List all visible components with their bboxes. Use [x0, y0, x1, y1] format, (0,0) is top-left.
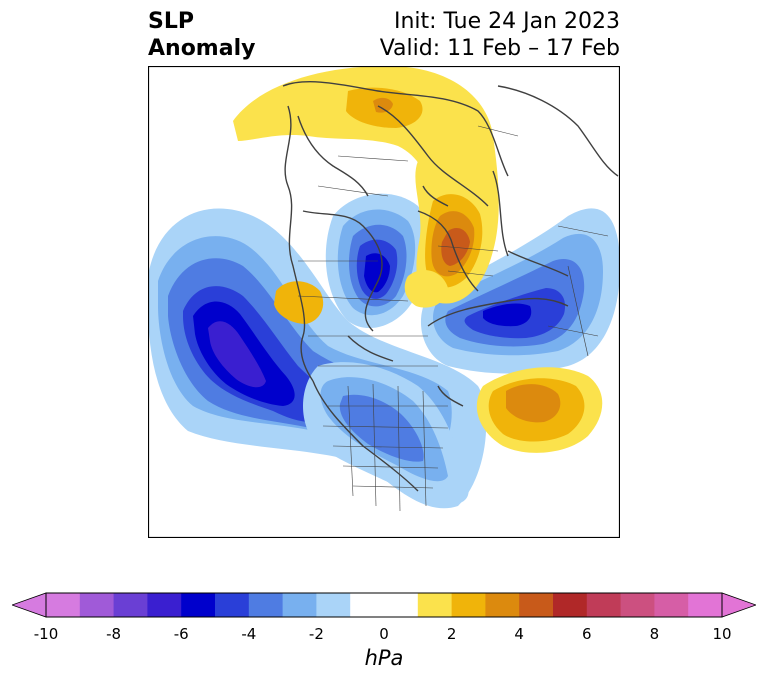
- colorbar-cell: [46, 593, 81, 617]
- colorbar-cell: [282, 593, 317, 617]
- colorbar-cell: [586, 593, 622, 617]
- colorbar-cell: [654, 593, 689, 617]
- colorbar-tick-label: 10: [712, 625, 732, 643]
- colorbar-tick-label: -8: [106, 625, 122, 643]
- colorbar-over-arrow: [721, 592, 756, 618]
- title-line-2: Anomaly: [148, 36, 256, 61]
- colorbar-cell: [451, 593, 486, 617]
- colorbar-cell: [688, 593, 723, 617]
- colorbar-cell: [215, 593, 250, 617]
- colorbar-tick-label: -2: [308, 625, 324, 643]
- hudson-high-anomaly: [404, 269, 448, 308]
- colorbar-tick-label: 4: [514, 625, 524, 643]
- colorbar-tick-label: 0: [379, 625, 389, 643]
- forecast-dates: Init: Tue 24 Jan 2023 Valid: 11 Feb – 17…: [380, 8, 620, 62]
- colorbar-cell: [620, 593, 655, 617]
- colorbar-tick-label: 6: [582, 625, 592, 643]
- colorbar-tick-label: -10: [33, 625, 59, 643]
- colorbar-tick-label: -4: [241, 625, 257, 643]
- west-canada-high-anomaly: [274, 281, 324, 324]
- colorbar-tick-label: 8: [649, 625, 660, 643]
- title-line-1: SLP: [148, 9, 194, 34]
- colorbar-cell: [181, 593, 216, 617]
- valid-range: Valid: 11 Feb – 17 Feb: [379, 36, 620, 61]
- colorbar-cell: [147, 593, 182, 617]
- init-date: Init: Tue 24 Jan 2023: [393, 9, 620, 34]
- colorbar-cell: [485, 593, 520, 617]
- colorbar-tick-label: 2: [446, 625, 457, 643]
- colorbar: [12, 592, 756, 618]
- europe-low-anomaly: [420, 208, 620, 374]
- colorbar-under-arrow: [12, 592, 47, 618]
- colorbar-cell: [113, 593, 148, 617]
- colorbar-tick-label: -6: [173, 625, 189, 643]
- colorbar-cell: [553, 593, 588, 617]
- chart-title: SLP Anomaly: [148, 8, 255, 62]
- colorbar-unit-label: hPa: [364, 646, 404, 670]
- anomaly-map: [148, 66, 620, 538]
- coastlines: [282, 81, 619, 492]
- political-boundaries: [297, 125, 609, 512]
- colorbar-cell: [519, 593, 554, 617]
- atlantic-high-anomaly: [476, 367, 603, 453]
- colorbar-cell: [350, 593, 385, 617]
- north-america-low-anomaly: [303, 362, 469, 505]
- colorbar-cell: [384, 593, 419, 617]
- colorbar-cell: [79, 593, 115, 617]
- colorbar-cell: [248, 593, 284, 617]
- colorbar-cell: [417, 593, 453, 617]
- colorbar-cell: [316, 593, 351, 617]
